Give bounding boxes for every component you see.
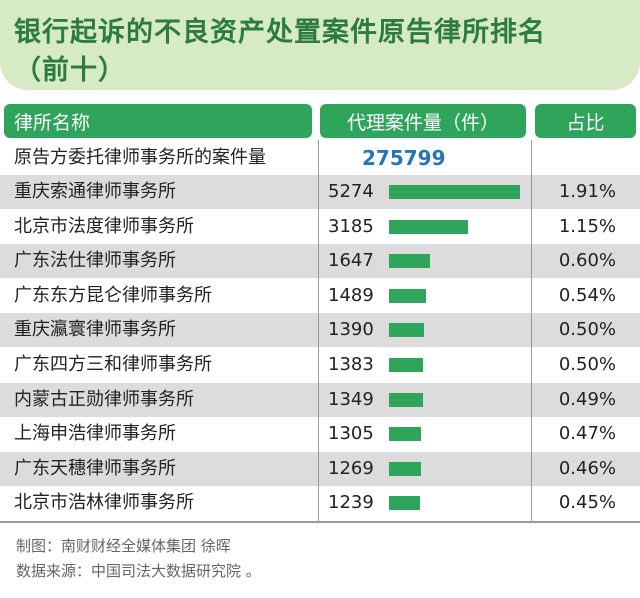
firm-name: 重庆瀛寰律师事务所 — [14, 319, 176, 341]
firm-name: 重庆索通律师事务所 — [14, 181, 176, 202]
footer-credit: 制图：南财财经全媒体集团 徐晖 — [16, 537, 231, 555]
case-count: 5274 — [328, 181, 374, 202]
case-count: 1383 — [328, 354, 374, 375]
share-value: 0.45% — [558, 492, 616, 514]
case-count: 1239 — [328, 492, 374, 514]
firm-name: 广东法仕律师事务所 — [14, 250, 176, 272]
header-firm-name: 律所名称 — [4, 104, 312, 138]
firm-name: 北京市浩林律师事务所 — [14, 492, 194, 514]
firm-name: 上海申浩律师事务所 — [14, 423, 176, 445]
share-value: 1.15% — [558, 215, 616, 237]
table-row: 重庆索通律师事务所 5274 1.91% — [0, 175, 640, 209]
case-count: 1349 — [328, 388, 374, 410]
case-count-bar — [389, 254, 430, 269]
case-count-bar — [389, 219, 469, 234]
column-divider — [531, 140, 532, 522]
case-count-bar — [389, 496, 420, 511]
table-row: 广东法仕律师事务所 1647 0.60% — [0, 244, 640, 279]
total-row: 原告方委托律师事务所的案件量 275799 — [0, 141, 640, 175]
share-value: 0.54% — [558, 284, 616, 306]
title-banner: 银行起诉的不良资产处置案件原告律所排名 （前十） — [0, 0, 640, 90]
case-count: 1647 — [328, 250, 374, 272]
share-value: 0.50% — [558, 319, 616, 341]
share-value: 0.60% — [558, 250, 616, 272]
case-count-bar — [389, 461, 421, 476]
total-row-label: 原告方委托律师事务所的案件量 — [14, 147, 266, 168]
table-row: 广东四方三和律师事务所 1383 0.50% — [0, 348, 640, 382]
firm-name: 广东东方昆仑律师事务所 — [14, 284, 212, 306]
share-value: 0.50% — [558, 354, 616, 375]
chart-title: 银行起诉的不良资产处置案件原告律所排名 — [14, 17, 546, 48]
case-count: 3185 — [328, 215, 374, 237]
firm-name: 内蒙古正勋律师事务所 — [14, 388, 194, 410]
firm-name: 北京市法度律师事务所 — [14, 215, 194, 237]
case-count-bar — [389, 392, 423, 407]
case-count: 1390 — [328, 319, 374, 341]
share-value: 0.47% — [558, 423, 616, 445]
column-divider — [318, 140, 319, 522]
case-count-bar — [389, 358, 424, 372]
header-case-count: 代理案件量（件） — [320, 104, 526, 138]
chart-subtitle: （前十） — [14, 55, 126, 86]
table-row: 广东东方昆仑律师事务所 1489 0.54% — [0, 279, 640, 313]
firm-name: 广东四方三和律师事务所 — [14, 354, 212, 375]
case-count-bar — [389, 185, 520, 199]
table-row: 广东天穗律师事务所 1269 0.46% — [0, 451, 640, 486]
share-value: 1.91% — [558, 181, 616, 202]
case-count: 1269 — [328, 457, 374, 479]
total-row-value: 275799 — [362, 146, 446, 170]
table-row: 北京市法度律师事务所 3185 1.15% — [0, 210, 640, 244]
firm-name: 广东天穗律师事务所 — [14, 457, 176, 479]
table-bottom-border — [0, 521, 640, 523]
table-row: 内蒙古正勋律师事务所 1349 0.49% — [0, 382, 640, 417]
case-count-bar — [389, 288, 426, 303]
table-row: 上海申浩律师事务所 1305 0.47% — [0, 417, 640, 451]
case-count-bar — [389, 323, 424, 338]
case-count: 1305 — [328, 423, 374, 445]
case-count-bar — [389, 427, 422, 442]
case-count: 1489 — [328, 284, 374, 306]
share-value: 0.46% — [558, 457, 616, 479]
table-row: 重庆瀛寰律师事务所 1390 0.50% — [0, 313, 640, 348]
footer-source: 数据来源：中国司法大数据研究院 。 — [16, 562, 261, 580]
share-value: 0.49% — [558, 388, 616, 410]
table-row: 北京市浩林律师事务所 1239 0.45% — [0, 486, 640, 520]
header-share: 占比 — [535, 104, 636, 138]
